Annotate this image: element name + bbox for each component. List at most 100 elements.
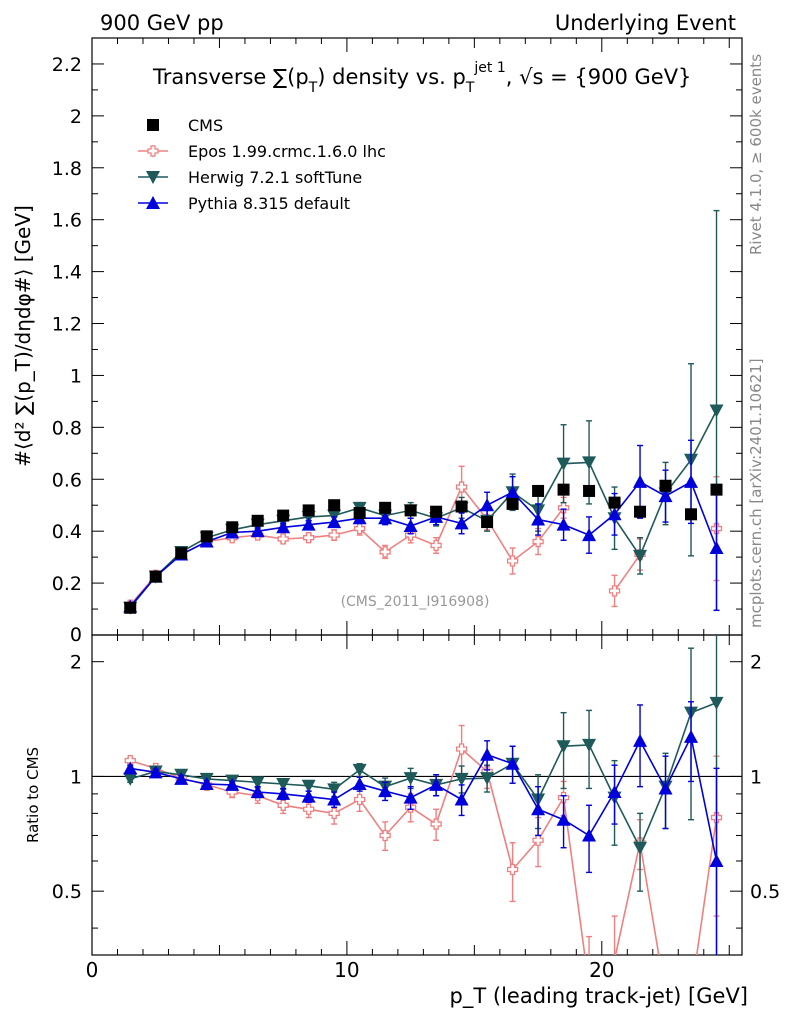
y-tick-label: 1.8 [52,158,82,180]
data-point [251,514,264,527]
data-point [301,779,316,793]
data-point [607,507,622,521]
data-point [455,743,468,755]
data-point [709,853,724,867]
data-point [303,532,315,544]
data-point [506,555,519,567]
data-point [123,772,138,786]
data-point [658,781,673,795]
legend-marker [146,171,160,184]
series-line [129,480,718,607]
data-point [302,504,315,517]
data-point-shape [532,535,544,548]
plot-title: Transverse ∑(pT) density vs. pTjet 1, √s… [152,60,691,96]
axes: 0 10 20 0.2 0.4 0.6 0.8 1 1.2 1.4 1.6 1.8 2 2.2 0 0.5 0.… [52,37,780,982]
data-point [480,498,495,512]
series-line [130,734,718,862]
data-point-shape [404,529,417,541]
data-point [226,521,239,534]
data-point [404,529,417,541]
data-point [353,522,366,535]
legend-marker-shape [147,145,159,157]
series-line [129,747,718,955]
data-point [633,474,648,488]
data-point [175,547,188,560]
data-point [403,790,418,804]
data-point [556,517,571,531]
series-line [129,410,718,609]
data-point [277,533,289,545]
data-point [531,802,546,816]
data-point [634,505,647,518]
data-point [480,772,495,786]
data-point [379,501,392,514]
data-point [149,570,162,583]
data-point [327,515,342,529]
legend-label: Epos 1.99.crmc.1.6.0 lhc [188,142,386,161]
data-point [303,803,315,815]
data-point [480,747,495,761]
data-point-shape [455,743,468,755]
data-point [429,777,444,791]
title-sup: jet 1 [473,60,505,76]
data-point [506,497,519,510]
title-mid: ) density vs. p [317,65,466,89]
series-ratio-3 [123,701,724,955]
legend-marker [146,196,160,209]
watermark: (CMS_2011_I916908) [341,594,490,610]
data-point [379,829,391,842]
data-point [684,729,699,743]
legend-label: CMS [188,116,223,135]
y-tick-label: 1 [70,365,82,387]
data-point [200,530,213,543]
x-tick-label: 10 [334,958,359,982]
data-point [404,504,417,517]
legend: CMS Epos 1.99.crmc.1.6.0 lhc Herwig 7.2.1 … [138,116,386,213]
y-tick-label: 0.2 [52,573,82,595]
ratio-series [123,635,724,955]
data-point [403,772,418,786]
data-point [353,793,366,806]
data-point-shape [303,532,315,544]
y-tick-label: 0.8 [52,417,82,439]
data-point [556,457,571,471]
data-point [353,507,366,520]
data-point-shape [608,585,621,597]
data-point [301,789,316,803]
data-point [633,549,648,563]
data-point [556,812,571,826]
data-point [430,818,442,830]
data-point [506,863,519,876]
y-axis-label: #⟨d² ∑(p_T)/dηdφ#⟩ [GeV] [11,205,35,467]
data-point [378,784,393,798]
data-point [250,524,265,538]
data-point [276,520,291,534]
title-tail: , √s = {900 GeV} [506,65,692,89]
title-main: Transverse ∑(p [152,65,309,89]
legend-entry-0: CMS [147,116,223,135]
data-point-shape [303,803,315,815]
data-point-shape [379,546,391,558]
data-point [328,529,340,541]
ratio-tick-label-right: 2 [750,652,762,674]
main-series [123,209,724,615]
data-point [582,456,597,470]
legend-label: Herwig 7.2.1 softTune [188,168,362,187]
legend-marker [147,145,159,157]
data-point [557,483,570,496]
data-point-shape [379,829,391,842]
series-ratio-2 [123,635,724,955]
data-point [225,777,240,791]
series-main-2 [123,209,724,615]
data-point [557,502,570,514]
header-left: 900 GeV pp [100,11,224,35]
data-point [455,481,468,493]
legend-marker [147,119,159,131]
svg-text:Transverse ∑(pT) density vs. p: Transverse ∑(pT) density vs. pTjet 1, √s… [152,60,691,96]
title-sub: T [308,80,318,96]
y-tick-label: 1.2 [52,314,82,336]
data-point [301,517,316,531]
rivet-label: Rivet 4.1.0, ≥ 600k events [747,54,765,255]
data-point [455,500,468,513]
legend-entry-1: Epos 1.99.crmc.1.6.0 lhc [138,142,386,161]
